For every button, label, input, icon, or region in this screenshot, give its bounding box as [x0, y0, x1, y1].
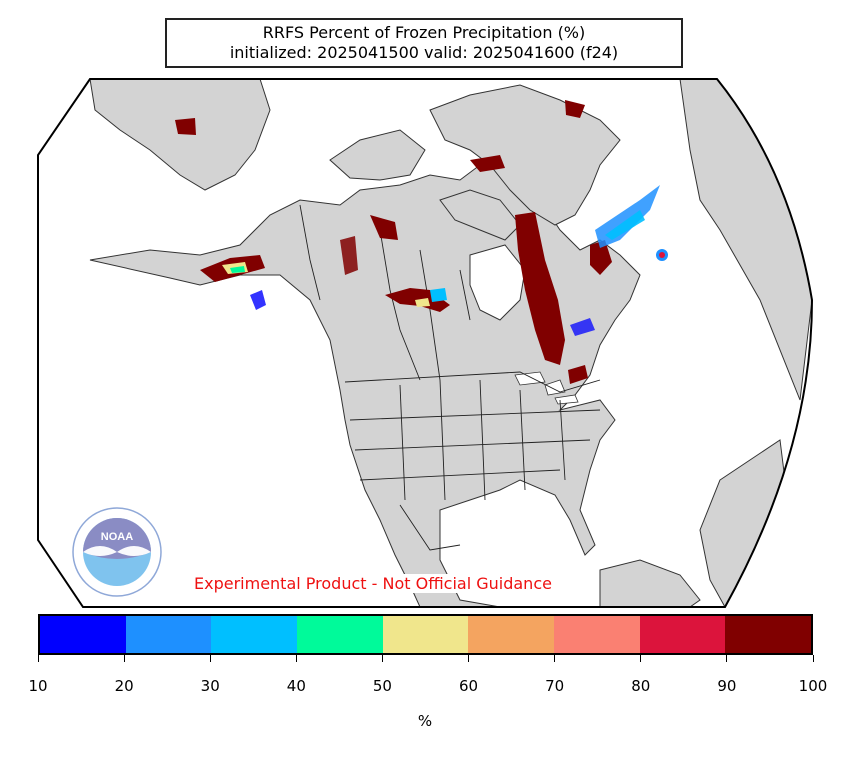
canadian-arctic-islands — [329, 129, 426, 181]
colorbar-swatch — [297, 616, 383, 653]
colorbar-tick-label: 10 — [28, 677, 48, 695]
colorbar-tick — [468, 655, 470, 662]
colorbar-swatch — [125, 616, 212, 653]
noaa-logo: NOAA — [72, 507, 162, 597]
south-america-landmass — [599, 559, 701, 607]
baffin-island — [439, 189, 521, 241]
siberia-landmass — [89, 79, 271, 191]
map-title: RRFS Percent of Frozen Precipitation (%)… — [165, 18, 683, 68]
title-line1: RRFS Percent of Frozen Precipitation (%) — [262, 23, 586, 42]
colorbar-swatch — [382, 616, 469, 653]
colorbar-swatch — [211, 616, 298, 653]
colorbar-tick-label: 20 — [114, 677, 134, 695]
colorbar-tick-label: 30 — [200, 677, 220, 695]
colorbar-tick — [37, 655, 39, 662]
greenland-landmass — [429, 84, 621, 226]
colorbar-tick-label: 60 — [459, 677, 479, 695]
title-line2: initialized: 2025041500 valid: 202504160… — [229, 43, 619, 62]
colorbar-tick — [123, 655, 125, 662]
colorbar-tick-label: 70 — [545, 677, 565, 695]
colorbar-tick-label: 100 — [798, 677, 828, 695]
great-lakes — [514, 371, 579, 405]
colorbar-tick-label: 80 — [631, 677, 651, 695]
colorbar-tick — [381, 655, 383, 662]
colorbar-swatch — [725, 616, 812, 653]
precipitation-shading — [175, 100, 668, 384]
colorbar-tick — [554, 655, 556, 662]
political-borders — [299, 204, 601, 551]
colorbar-tick — [640, 655, 642, 662]
colorbar-tick — [209, 655, 211, 662]
disclaimer-label: Experimental Product - Not Official Guid… — [192, 574, 554, 593]
noaa-logo-text: NOAA — [101, 531, 133, 543]
colorbar-tick-label: 40 — [286, 677, 306, 695]
colorbar-swatch — [40, 616, 126, 653]
hudson-bay — [469, 244, 526, 321]
colorbar-swatch — [554, 616, 640, 653]
colorbar-label: % — [417, 712, 433, 730]
colorbar-tick — [295, 655, 297, 662]
colorbar-tick-label: 90 — [717, 677, 737, 695]
colorbar-tick — [726, 655, 728, 662]
colorbar — [38, 614, 813, 655]
colorbar-tick — [812, 655, 814, 662]
colorbar-swatch — [639, 616, 726, 653]
colorbar-tick-label: 50 — [372, 677, 392, 695]
map-frame — [37, 78, 814, 608]
colorbar-swatch — [468, 616, 555, 653]
